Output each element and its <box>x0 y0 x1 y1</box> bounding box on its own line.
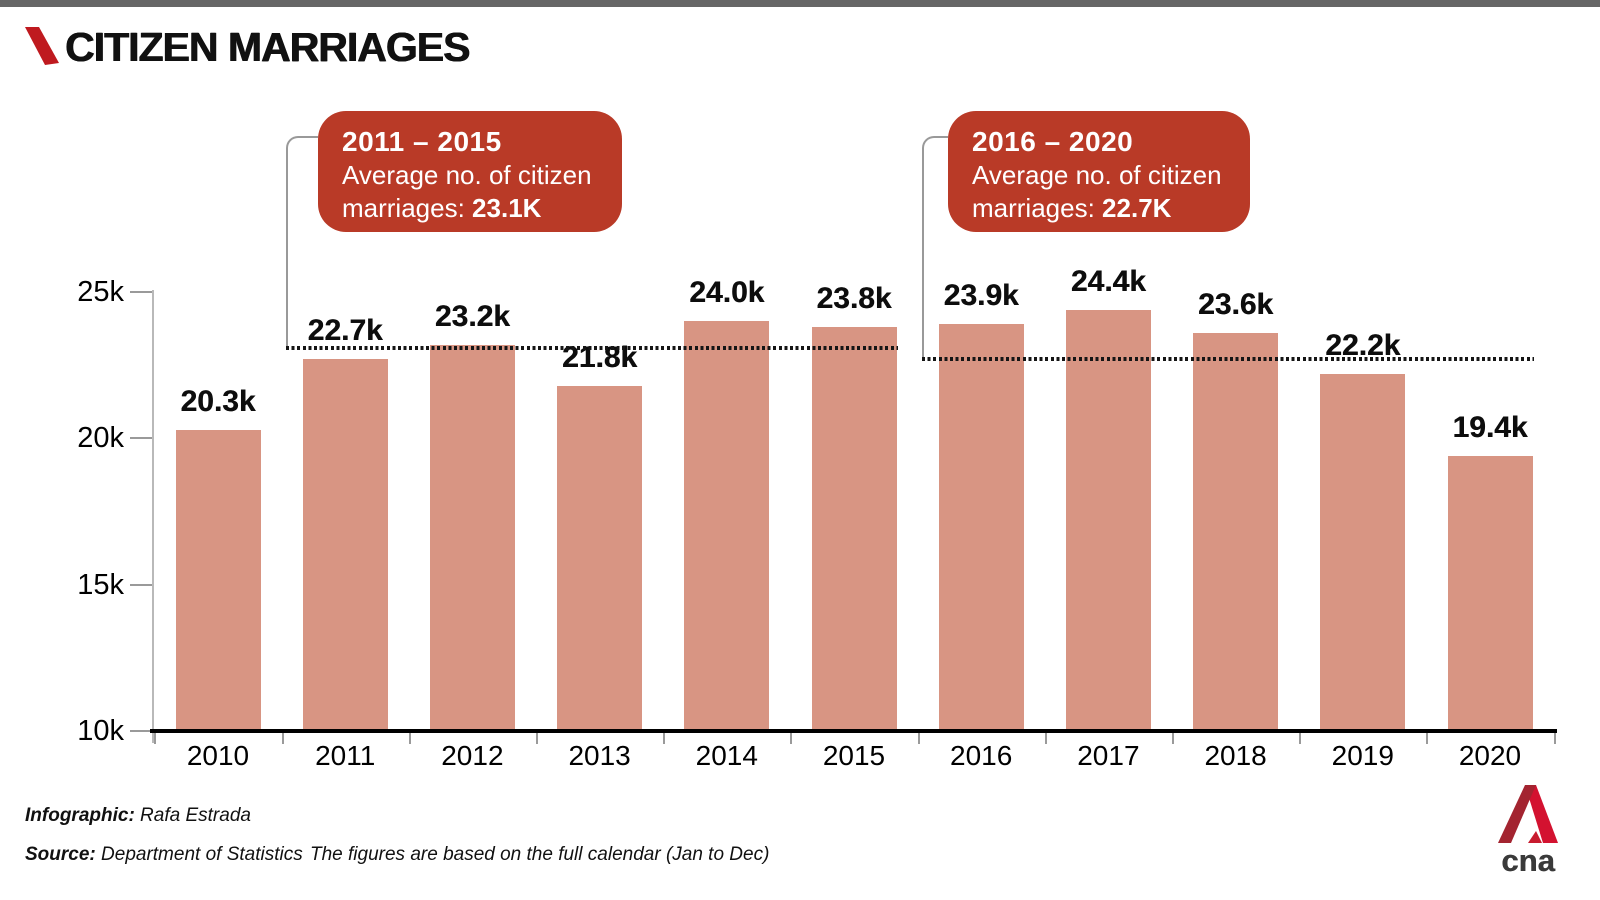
bar-value-2019: 22.2k <box>1325 328 1401 362</box>
top-accent-bar <box>0 0 1600 7</box>
callout-body-line2: marriages: <box>972 193 1103 223</box>
x-axis-tick <box>1299 733 1302 744</box>
callout-body-line1: Average no. of citizen <box>972 160 1222 190</box>
bar-2017 <box>1065 309 1151 733</box>
callout-body-line1: Average no. of citizen <box>342 160 592 190</box>
x-axis-label-2015: 2015 <box>822 740 886 771</box>
infographic-credit: Infographic: Rafa Estrada <box>25 805 251 827</box>
x-axis-tick <box>536 733 538 744</box>
bar-2013 <box>557 385 643 733</box>
footer-note: The figures are based on the full calend… <box>310 844 770 865</box>
x-axis-tick <box>1553 733 1556 744</box>
callout-2016-2020: 2016 – 2020 Average no. of citizen marri… <box>948 111 1250 232</box>
callout-body: Average no. of citizen marriages: 22.7K <box>972 159 1230 225</box>
bar-value-2020: 19.4k <box>1452 410 1528 444</box>
bar-2020 <box>1447 455 1533 733</box>
x-axis-label-2013: 2013 <box>568 740 631 771</box>
x-axis-label-2018: 2018 <box>1204 740 1267 771</box>
x-axis-tick <box>1172 733 1174 744</box>
x-axis-tick <box>1044 733 1047 744</box>
bar-value-2017: 24.4k <box>1070 264 1146 298</box>
x-axis-baseline <box>150 729 1557 733</box>
cna-logo: cna <box>1490 784 1566 876</box>
x-axis-label-2016: 2016 <box>950 740 1013 771</box>
source-value: Department of Statistics <box>95 844 303 865</box>
x-axis-label-2019: 2019 <box>1331 740 1394 771</box>
bar-value-2015: 23.8k <box>816 282 892 316</box>
infographic-value: Rafa Estrada <box>134 805 251 826</box>
bar-value-2014: 24.0k <box>689 276 765 310</box>
x-axis-tick <box>790 733 793 744</box>
x-axis-label-2020: 2020 <box>1458 740 1522 771</box>
x-axis-tick <box>281 733 284 744</box>
connector-elbow-avg-2016-2020 <box>921 136 948 358</box>
bar-2015 <box>811 327 897 733</box>
average-line-avg-2011-2015 <box>285 345 899 350</box>
callout-average-value: 23.1K <box>472 193 542 223</box>
callout-period: 2016 – 2020 <box>972 126 1134 157</box>
x-axis-tick <box>154 733 157 744</box>
x-axis-tick <box>663 733 666 744</box>
bar-2010 <box>175 429 261 733</box>
source-label: Source: <box>25 844 96 865</box>
x-axis-label-2012: 2012 <box>441 740 504 771</box>
bar-2018 <box>1193 332 1279 733</box>
bar-value-2010: 20.3k <box>180 384 256 418</box>
infographic-label: Infographic: <box>25 805 135 826</box>
bar-value-2018: 23.6k <box>1198 287 1274 321</box>
brand-slash-icon <box>25 27 59 70</box>
callout-body-line2: marriages: <box>342 193 473 223</box>
callout-2011-2015: 2011 – 2015 Average no. of citizen marri… <box>318 111 622 232</box>
connector-elbow-avg-2011-2015 <box>285 136 318 346</box>
average-line-avg-2016-2020 <box>921 357 1535 362</box>
x-axis-label-2014: 2014 <box>695 740 758 771</box>
y-axis-line <box>152 290 154 743</box>
bar-value-2016: 23.9k <box>943 279 1019 313</box>
y-tick-25k <box>130 290 152 293</box>
callout-period: 2011 – 2015 <box>342 126 502 157</box>
y-axis-label-10k: 10k <box>77 715 124 747</box>
bar-value-2011: 22.7k <box>307 314 383 348</box>
callout-body: Average no. of citizen marriages: 23.1K <box>342 159 602 225</box>
bar-2016 <box>938 324 1024 733</box>
y-axis-label-15k: 15k <box>77 568 124 601</box>
bar-value-2012: 23.2k <box>434 299 510 333</box>
y-tick-15k <box>130 583 152 586</box>
y-axis-label-20k: 20k <box>77 422 124 455</box>
callout-average-value: 22.7K <box>1102 193 1172 223</box>
x-axis-tick <box>1426 733 1429 744</box>
x-axis-label-2011: 2011 <box>315 740 376 771</box>
y-tick-20k <box>130 437 152 440</box>
y-tick-10k <box>130 730 152 732</box>
cna-logo-icon <box>1498 785 1558 843</box>
x-axis-tick <box>408 733 411 744</box>
y-axis-label-25k: 25k <box>77 275 124 308</box>
bar-2012 <box>429 344 515 733</box>
x-axis-label-2010: 2010 <box>186 740 250 771</box>
cna-logo-text: cna <box>1501 843 1555 878</box>
page-title: CITIZEN MARRIAGES <box>65 24 470 70</box>
bar-2019 <box>1320 373 1406 733</box>
x-axis-tick <box>917 733 920 744</box>
source-credit: Source: Department of Statistics <box>25 844 303 866</box>
bar-2014 <box>684 321 770 733</box>
x-axis-label-2017: 2017 <box>1077 740 1140 771</box>
bar-2011 <box>302 359 388 733</box>
